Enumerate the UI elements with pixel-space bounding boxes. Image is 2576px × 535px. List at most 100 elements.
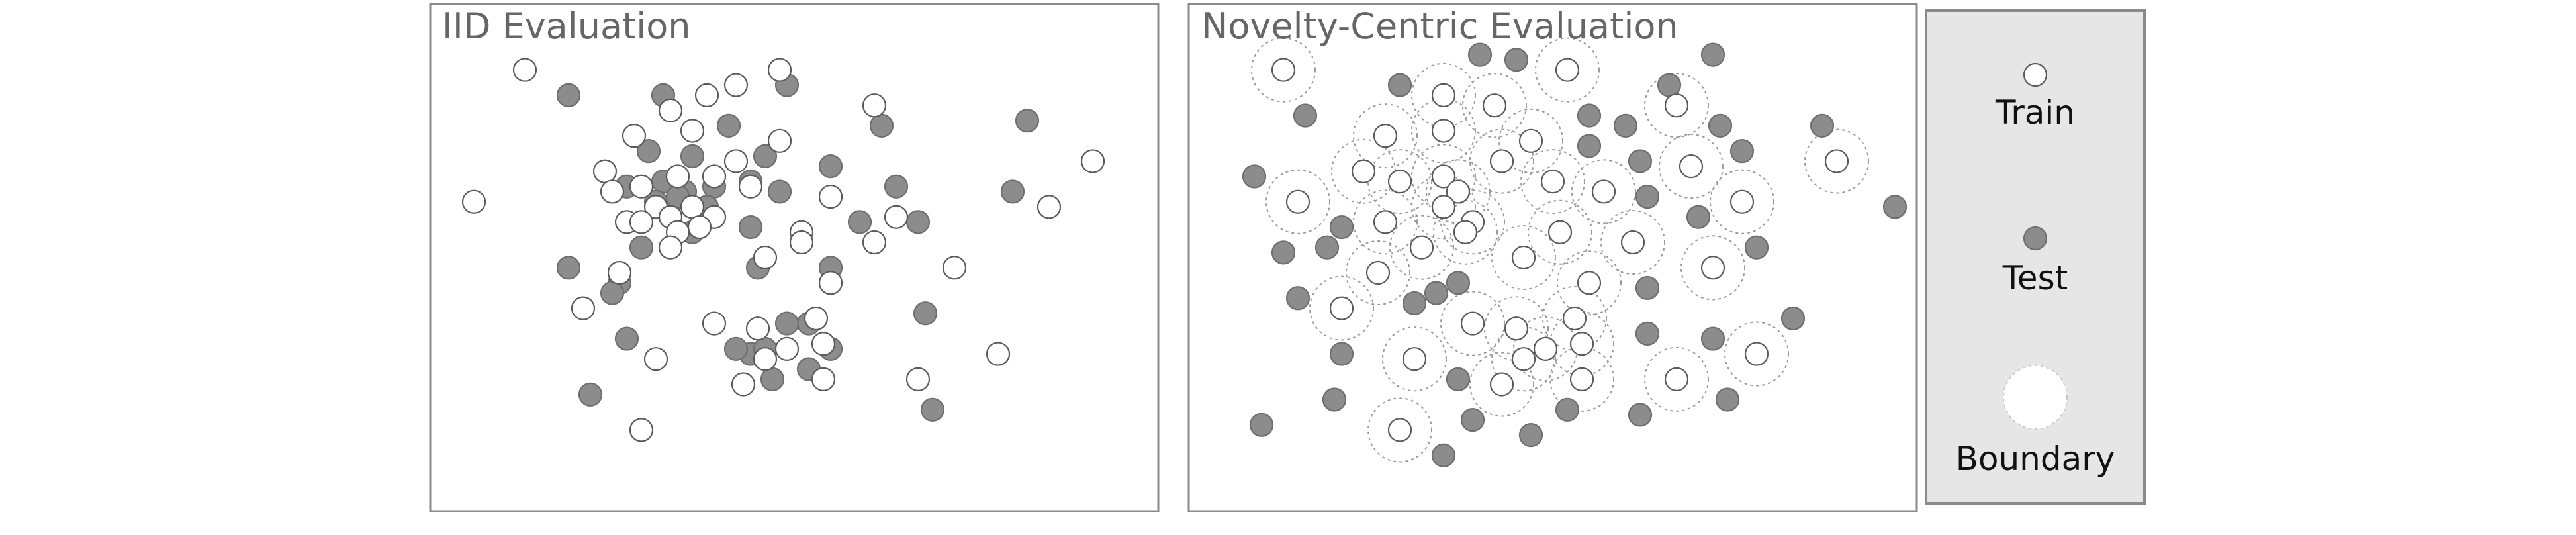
- train-point: [687, 215, 712, 240]
- train-point: [1431, 83, 1456, 107]
- test-point: [1293, 103, 1318, 128]
- boundary-circle: [1644, 73, 1709, 138]
- test-point: [869, 113, 894, 138]
- train-point: [629, 418, 654, 442]
- test-point: [1285, 286, 1311, 311]
- boundary-circle: [1557, 250, 1622, 316]
- boundary-circle: [1346, 240, 1410, 305]
- train-point: [1365, 260, 1391, 285]
- train-point: [986, 342, 1011, 366]
- train-point: [702, 164, 727, 189]
- train-point: [753, 245, 778, 270]
- train-point: [1431, 164, 1456, 189]
- train-point: [512, 58, 537, 82]
- test-point: [1504, 48, 1529, 72]
- iid-panel-points: [461, 58, 1105, 442]
- boundary-circle: [1462, 73, 1527, 138]
- train-point: [1729, 189, 1755, 214]
- train-point: [1591, 179, 1616, 204]
- boundary-circle: [1367, 149, 1432, 215]
- test-point: [1635, 275, 1660, 301]
- boundary-circle: [1265, 169, 1330, 234]
- train-point: [1555, 58, 1580, 82]
- test-point: [1577, 103, 1602, 128]
- test-point: [1467, 42, 1493, 67]
- legend-test-marker: [2023, 226, 2048, 251]
- iid-evaluation-panel: IID Evaluation: [429, 3, 1160, 512]
- train-point: [811, 332, 836, 356]
- boundary-circle: [1659, 134, 1724, 199]
- train-point: [1504, 316, 1529, 341]
- train-point: [1664, 93, 1689, 118]
- train-point: [1351, 159, 1376, 183]
- train-point: [723, 73, 749, 97]
- train-point: [665, 164, 690, 189]
- train-point: [1446, 179, 1471, 204]
- boundary-circle: [1309, 275, 1374, 341]
- test-point: [556, 256, 581, 280]
- train-point: [461, 189, 486, 214]
- train-point: [723, 149, 749, 173]
- test-point: [1402, 291, 1427, 316]
- train-point: [629, 174, 654, 199]
- train-point: [1547, 220, 1573, 244]
- train-point: [1569, 367, 1594, 391]
- train-point: [789, 230, 814, 255]
- train-point: [905, 367, 931, 391]
- test-point: [920, 397, 945, 422]
- test-point: [1446, 271, 1471, 295]
- train-point: [818, 184, 843, 209]
- test-point: [1446, 367, 1471, 391]
- test-point: [1518, 422, 1543, 448]
- test-point: [1882, 195, 1908, 219]
- test-point: [1810, 113, 1835, 138]
- test-point: [1577, 134, 1602, 158]
- train-point: [571, 296, 596, 320]
- train-point: [738, 174, 763, 199]
- test-point: [578, 382, 603, 407]
- legend-train-label: Train: [1995, 93, 2075, 132]
- train-point: [694, 83, 719, 107]
- legend: Train Test Boundary: [1925, 9, 2146, 505]
- train-point: [1409, 235, 1434, 260]
- test-point: [1700, 42, 1725, 67]
- train-point: [753, 347, 778, 371]
- train-point: [1824, 149, 1849, 173]
- train-point: [818, 271, 843, 295]
- train-point: [804, 306, 829, 331]
- test-point: [913, 301, 938, 326]
- train-point: [658, 235, 683, 260]
- train-point: [621, 124, 647, 148]
- train-point: [862, 93, 887, 118]
- train-point: [1569, 332, 1594, 356]
- boundary-circle: [1469, 128, 1534, 194]
- test-point: [1460, 408, 1485, 432]
- test-point: [556, 83, 581, 107]
- train-point: [1511, 347, 1536, 371]
- boundary-circle: [1353, 103, 1418, 169]
- test-point: [1628, 403, 1653, 427]
- train-point: [1700, 256, 1725, 280]
- train-point: [1453, 220, 1478, 244]
- train-point: [1402, 347, 1427, 371]
- train-point: [1373, 124, 1398, 148]
- test-point: [1314, 235, 1340, 260]
- train-point: [1271, 58, 1296, 82]
- train-point: [731, 372, 756, 397]
- train-point: [1577, 271, 1602, 295]
- test-point: [1329, 342, 1354, 366]
- train-point: [643, 347, 668, 371]
- boundary-circle: [1251, 37, 1316, 103]
- test-point: [629, 235, 654, 260]
- train-point: [942, 256, 967, 280]
- test-point: [753, 144, 778, 168]
- test-point: [818, 154, 843, 179]
- test-point: [1329, 215, 1354, 240]
- train-point: [1620, 230, 1645, 255]
- train-point: [767, 58, 792, 82]
- train-point: [774, 336, 800, 361]
- test-point: [1715, 387, 1740, 412]
- boundary-circle: [1528, 199, 1592, 265]
- test-point: [760, 367, 785, 391]
- boundary-circle: [1367, 397, 1432, 463]
